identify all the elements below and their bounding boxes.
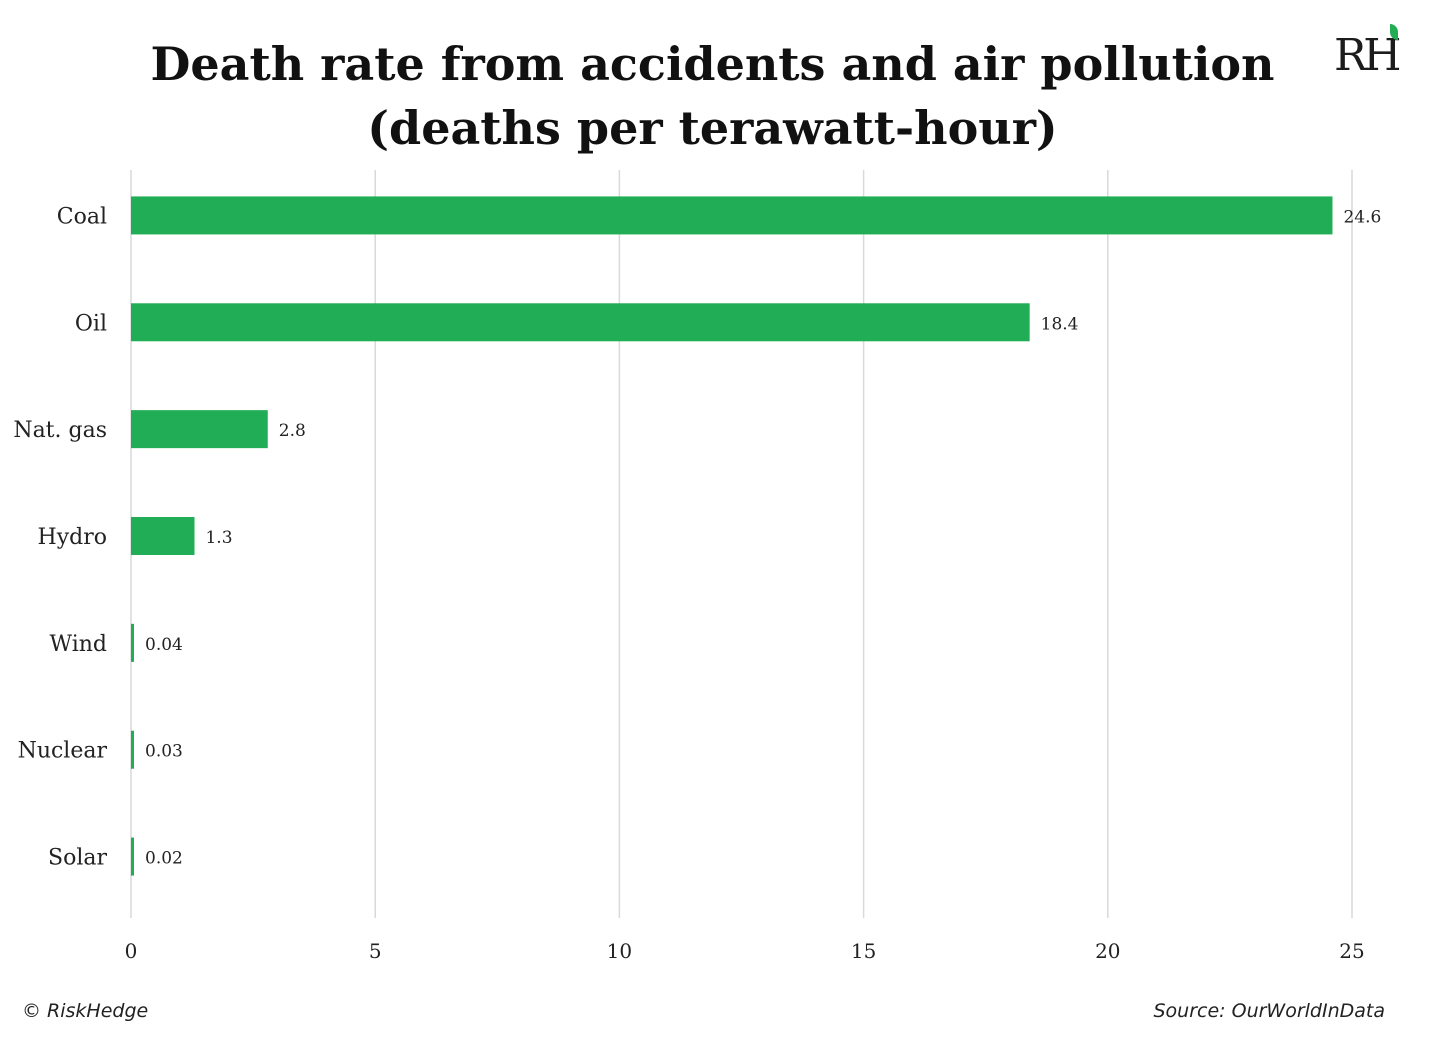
data-label: 1.3 xyxy=(205,528,232,548)
category-label: Solar xyxy=(48,846,107,871)
x-tick-label: 15 xyxy=(851,939,876,963)
category-label: Coal xyxy=(57,204,107,229)
x-tick-label: 20 xyxy=(1095,939,1120,963)
leaf-icon xyxy=(1390,24,1398,40)
title-line-2: (deaths per terawatt-hour) xyxy=(367,101,1058,155)
category-label: Wind xyxy=(49,632,107,657)
data-label: 0.02 xyxy=(145,849,183,869)
x-tick-label: 0 xyxy=(125,939,138,963)
data-label: 18.4 xyxy=(1041,314,1079,334)
bar xyxy=(131,730,134,769)
data-label: 0.04 xyxy=(145,635,183,655)
data-label: 2.8 xyxy=(279,421,306,441)
riskhedge-logo: RH xyxy=(1334,24,1401,81)
logo-text: RH xyxy=(1334,30,1401,81)
category-label: Nat. gas xyxy=(13,418,107,443)
copyright-text: © RiskHedge xyxy=(22,1000,149,1022)
bar xyxy=(131,196,1333,235)
bar xyxy=(131,410,268,449)
x-tick-label: 25 xyxy=(1339,939,1364,963)
title-line-1: Death rate from accidents and air pollut… xyxy=(150,37,1275,91)
x-tick-label: 10 xyxy=(607,939,632,963)
bar xyxy=(131,623,134,662)
category-label: Hydro xyxy=(38,525,107,550)
category-label: Nuclear xyxy=(18,739,108,764)
source-text: Source: OurWorldInData xyxy=(1153,1000,1386,1022)
x-tick-label: 5 xyxy=(369,939,382,963)
category-label: Oil xyxy=(75,311,107,336)
data-label: 0.03 xyxy=(145,742,183,762)
bar xyxy=(131,303,1030,342)
bar xyxy=(131,837,134,876)
chart-title: Death rate from accidents and air pollut… xyxy=(0,32,1425,160)
data-label: 24.6 xyxy=(1343,207,1381,227)
bar xyxy=(131,517,195,555)
